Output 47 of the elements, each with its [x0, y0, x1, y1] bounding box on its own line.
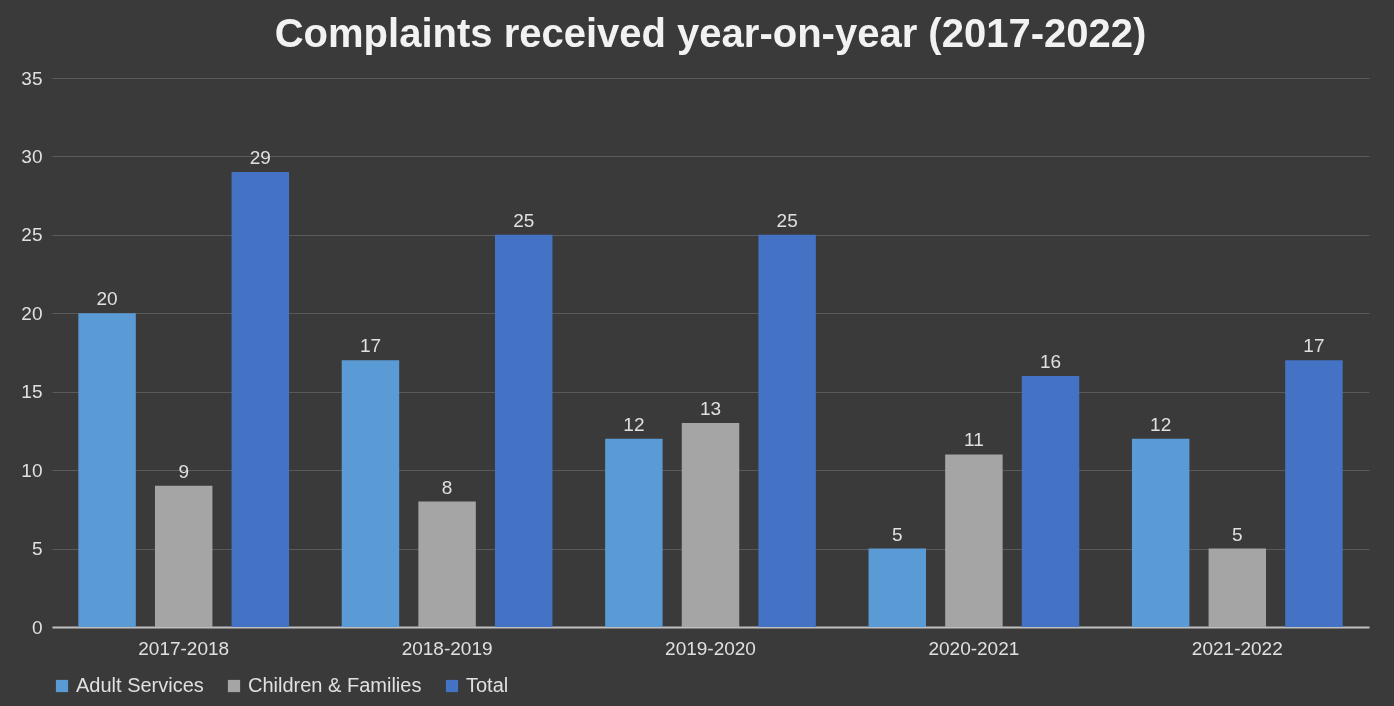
bar [1285, 360, 1343, 627]
bar [1208, 548, 1267, 627]
y-tick-label: 20 [21, 302, 43, 324]
bar [231, 172, 290, 627]
y-tick-label: 30 [21, 145, 43, 167]
x-tick-label: 2020-2021 [928, 637, 1020, 659]
data-label: 8 [441, 476, 453, 498]
bar [605, 438, 663, 627]
bar [868, 548, 927, 627]
bar [758, 234, 816, 627]
bar [945, 454, 1003, 627]
y-tick-label: 25 [21, 224, 43, 246]
y-tick-label: 15 [21, 381, 43, 403]
data-label: 11 [964, 429, 984, 451]
x-tick-label: 2019-2020 [665, 637, 756, 659]
bar [341, 360, 400, 627]
x-tick-label: 2017-2018 [138, 637, 230, 659]
x-tick-label: 2018-2019 [401, 637, 493, 659]
bar [494, 234, 553, 627]
bar [1021, 376, 1080, 627]
data-label: 17 [1303, 335, 1325, 357]
bar [418, 501, 476, 627]
x-tick-label: 2021-2022 [1191, 637, 1283, 659]
legend-label: Adult Services [76, 674, 204, 696]
bar [154, 485, 213, 627]
y-tick-label: 0 [31, 616, 43, 638]
data-label: 29 [249, 147, 271, 169]
legend-label: Children & Families [248, 674, 422, 696]
data-label: 12 [623, 413, 645, 435]
data-label: 5 [891, 523, 903, 545]
data-label: 20 [96, 288, 118, 310]
y-tick-label: 35 [21, 67, 43, 89]
data-label: 9 [178, 460, 189, 482]
y-tick-label: 5 [31, 538, 43, 560]
data-label: 17 [359, 335, 382, 357]
data-label: 25 [776, 209, 798, 231]
legend-label: Total [466, 674, 509, 696]
data-label: 12 [1150, 413, 1172, 435]
data-label: 13 [699, 398, 722, 420]
data-label: 25 [513, 209, 535, 231]
chart-title: Complaints received year-on-year (2017-2022) [274, 11, 1147, 55]
bar [1131, 438, 1190, 627]
bar [681, 423, 740, 627]
y-tick-label: 10 [21, 459, 43, 481]
data-label: 16 [1039, 351, 1062, 373]
data-label: 5 [1232, 523, 1243, 545]
bar [78, 313, 136, 627]
